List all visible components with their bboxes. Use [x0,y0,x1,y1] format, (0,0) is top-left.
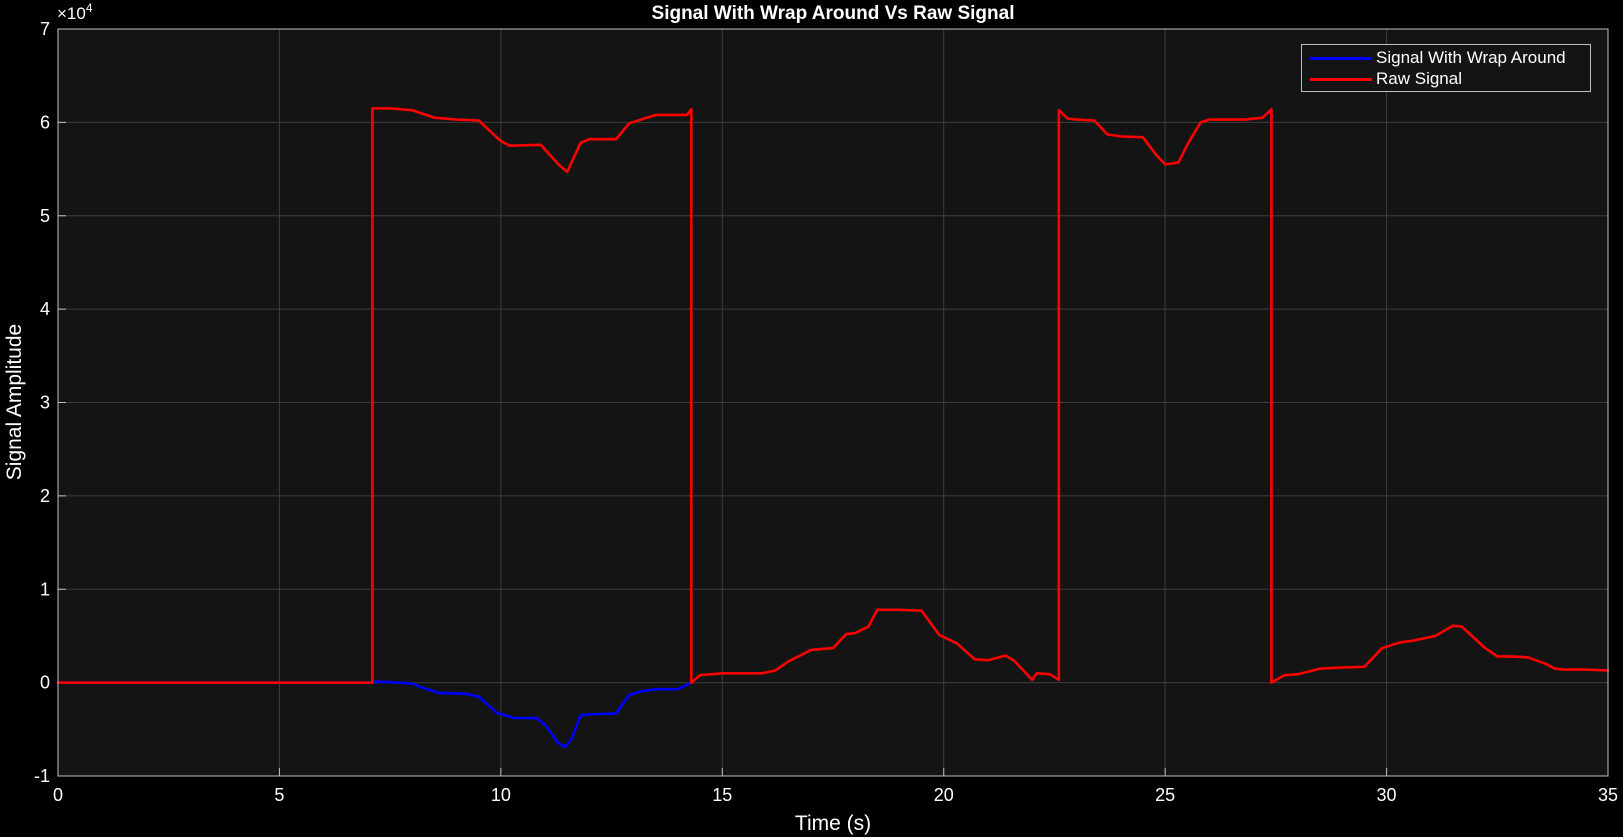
y-tick-label: 4 [40,299,50,319]
y-axis-label: Signal Amplitude [3,324,26,480]
y-tick-label: 3 [40,393,50,413]
x-tick-label: 25 [1155,785,1175,805]
x-axis-label: Time (s) [795,812,871,835]
x-tick-label: 35 [1598,785,1618,805]
legend-entry-raw: Raw Signal [1310,69,1462,89]
x-tick-label: 0 [53,785,63,805]
x-tick-label: 15 [712,785,732,805]
exponent-power: 4 [86,1,93,15]
plot-frame [57,28,1609,777]
legend-swatch-raw [1310,77,1372,81]
legend: Signal With Wrap Around Raw Signal [1301,44,1591,92]
legend-entry-wrap: Signal With Wrap Around [1310,48,1566,68]
chart-title: Signal With Wrap Around Vs Raw Signal [652,3,1015,24]
y-tick-label: 7 [40,19,50,39]
y-tick-label: 1 [40,579,50,599]
series-line-wrap-around [56,680,693,749]
y-tick-label: 6 [40,112,50,132]
legend-label-raw: Raw Signal [1376,69,1462,88]
y-tick-label: 0 [40,673,50,693]
y-tick-label: 5 [40,206,50,226]
series-group [56,107,1610,749]
x-tick-label: 10 [491,785,511,805]
y-tick-label: 2 [40,486,50,506]
legend-swatch-wrap [1310,56,1372,60]
x-tick-label: 30 [1377,785,1397,805]
series-line-raw-signal [56,107,1610,684]
exponent-base: ×10 [57,4,86,23]
x-tick-label: 20 [934,785,954,805]
y-axis-exponent: ×104 [57,1,93,23]
legend-label-wrap: Signal With Wrap Around [1376,48,1566,67]
y-tick-label: -1 [34,766,50,786]
x-tick-label: 5 [274,785,284,805]
